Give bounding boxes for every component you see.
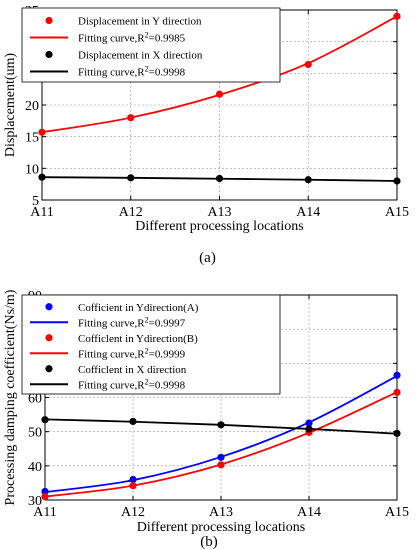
legend: Displacement in Y direction Fitting curve… bbox=[21, 7, 281, 83]
legend-label: Cofficient in Ydirection(A) bbox=[78, 302, 199, 314]
x-axis-label: Different processing locations bbox=[137, 520, 305, 535]
x-axis-label: Different processing locations bbox=[135, 219, 303, 234]
legend-marker-swatch bbox=[45, 334, 53, 342]
legend-label: Cofficlent in Ydirection(B) bbox=[78, 333, 198, 345]
data-point bbox=[38, 173, 46, 181]
series-fit-curve bbox=[41, 15, 398, 134]
x-tick-label: A14 bbox=[296, 205, 320, 220]
y-tick-label: 40 bbox=[28, 460, 42, 475]
x-tick-label: A11 bbox=[30, 205, 54, 220]
figure-caption: (a) bbox=[199, 250, 216, 266]
legend-marker-swatch bbox=[45, 16, 53, 25]
series-fit-curve bbox=[44, 418, 398, 435]
legend-label: Fitting curve,R2=0.9999 bbox=[78, 346, 186, 360]
legend-marker-swatch bbox=[45, 50, 53, 59]
y-axis-label: Processing damping coefficient(Ns/m) bbox=[3, 289, 18, 505]
x-tick-label: A15 bbox=[385, 205, 409, 220]
y-tick-label: 20 bbox=[25, 99, 39, 114]
x-tick-label: A11 bbox=[33, 505, 57, 520]
y-axis-label: Displacement(um) bbox=[3, 53, 18, 158]
x-tick-label: A12 bbox=[119, 205, 143, 220]
x-tick-label: A13 bbox=[209, 505, 233, 520]
series-fit-curve bbox=[41, 176, 398, 182]
legend: Cofficient in Ydirection(A)Fitting curve… bbox=[21, 294, 281, 395]
y-tick-label: 50 bbox=[28, 426, 42, 441]
legend-label: Fitting curve,R2=0.9998 bbox=[78, 377, 186, 391]
legend-label: Fitting curve,R2=0.9985 bbox=[78, 31, 186, 45]
chart-a: A11A12A13A14A155101520253035Different pr… bbox=[3, 4, 409, 266]
legend-box bbox=[21, 294, 281, 395]
figure-caption: (b) bbox=[200, 534, 218, 550]
legend-label: Displacement in X direction bbox=[78, 50, 203, 62]
legend-label: Fitting curve,R2=0.9998 bbox=[78, 65, 186, 79]
y-tick-label: 15 bbox=[25, 131, 39, 146]
data-point bbox=[393, 12, 401, 20]
legend-box bbox=[21, 7, 281, 83]
chart-b: A11A12A13A14A1530405060708090Different p… bbox=[3, 289, 409, 550]
x-tick-label: A13 bbox=[207, 205, 231, 220]
legend-marker-swatch bbox=[45, 365, 53, 373]
x-tick-label: A14 bbox=[297, 505, 321, 520]
x-tick-label: A15 bbox=[385, 505, 409, 520]
series-fit-curve bbox=[44, 375, 398, 494]
series-fit-curve bbox=[44, 391, 398, 498]
y-tick-label: 60 bbox=[28, 392, 42, 407]
y-tick-label: 10 bbox=[25, 162, 39, 177]
legend-label: Cofficlent in X direction bbox=[78, 364, 187, 376]
y-tick-label: 5 bbox=[32, 194, 39, 209]
legend-label: Fitting curve,R2=0.9997 bbox=[78, 315, 186, 329]
y-tick-label: 30 bbox=[28, 494, 42, 509]
x-tick-label: A12 bbox=[121, 505, 145, 520]
legend-label: Displacement in Y direction bbox=[78, 16, 202, 28]
legend-marker-swatch bbox=[45, 303, 53, 311]
